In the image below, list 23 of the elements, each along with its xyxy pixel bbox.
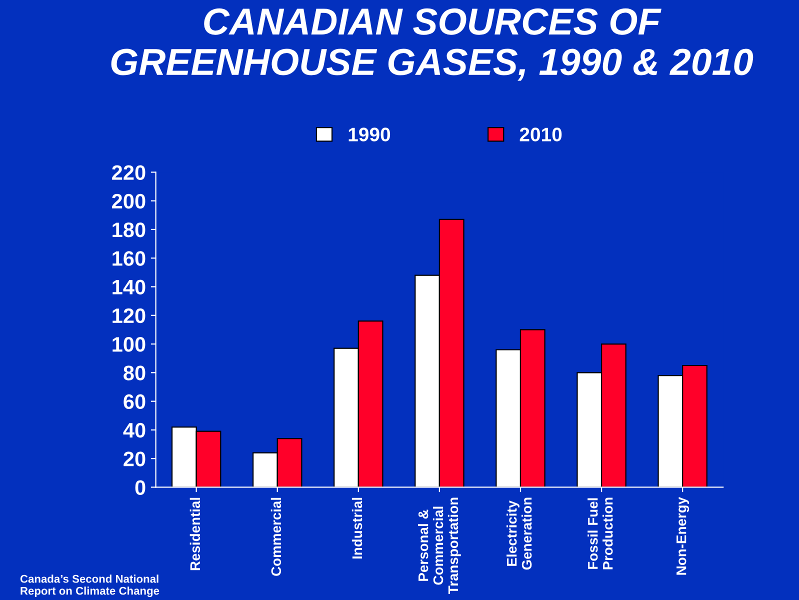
x-tick-label: Fossil Fuel Production [588,498,613,570]
x-tick-label: Non-Energy [676,496,690,575]
x-tick-label: Residential [190,498,200,570]
x-tick-label: Personal & Commercial Transportation [418,498,461,594]
y-tick-label: 60 [124,394,146,410]
y-tick-label: 120 [112,308,146,324]
y-tick-label: 180 [112,222,146,238]
legend-label: 2010 [520,128,562,142]
y-tick-label: 80 [124,366,146,380]
chart-title: CANADIAN SOURCES OF GREENHOUSE GASES, 1990 & 2010 [111,8,754,81]
x-tick-label: Electricity Generation [506,498,532,570]
y-tick-label: 40 [123,422,146,438]
y-tick-label: 200 [112,194,146,209]
y-tick-label: 100 [112,337,146,352]
legend-label: 1990 [348,128,390,142]
x-tick-label: Commercial [270,498,282,576]
y-tick-label: 140 [112,280,146,294]
x-tick-label: Industrial [352,498,362,558]
y-tick-label: 220 [112,165,146,180]
text: Canada’s Second National Report on Climate Change [20,574,160,597]
y-tick-label: 0 [135,480,146,495]
y-tick-label: 160 [112,251,146,266]
y-tick-label: 20 [124,452,146,466]
